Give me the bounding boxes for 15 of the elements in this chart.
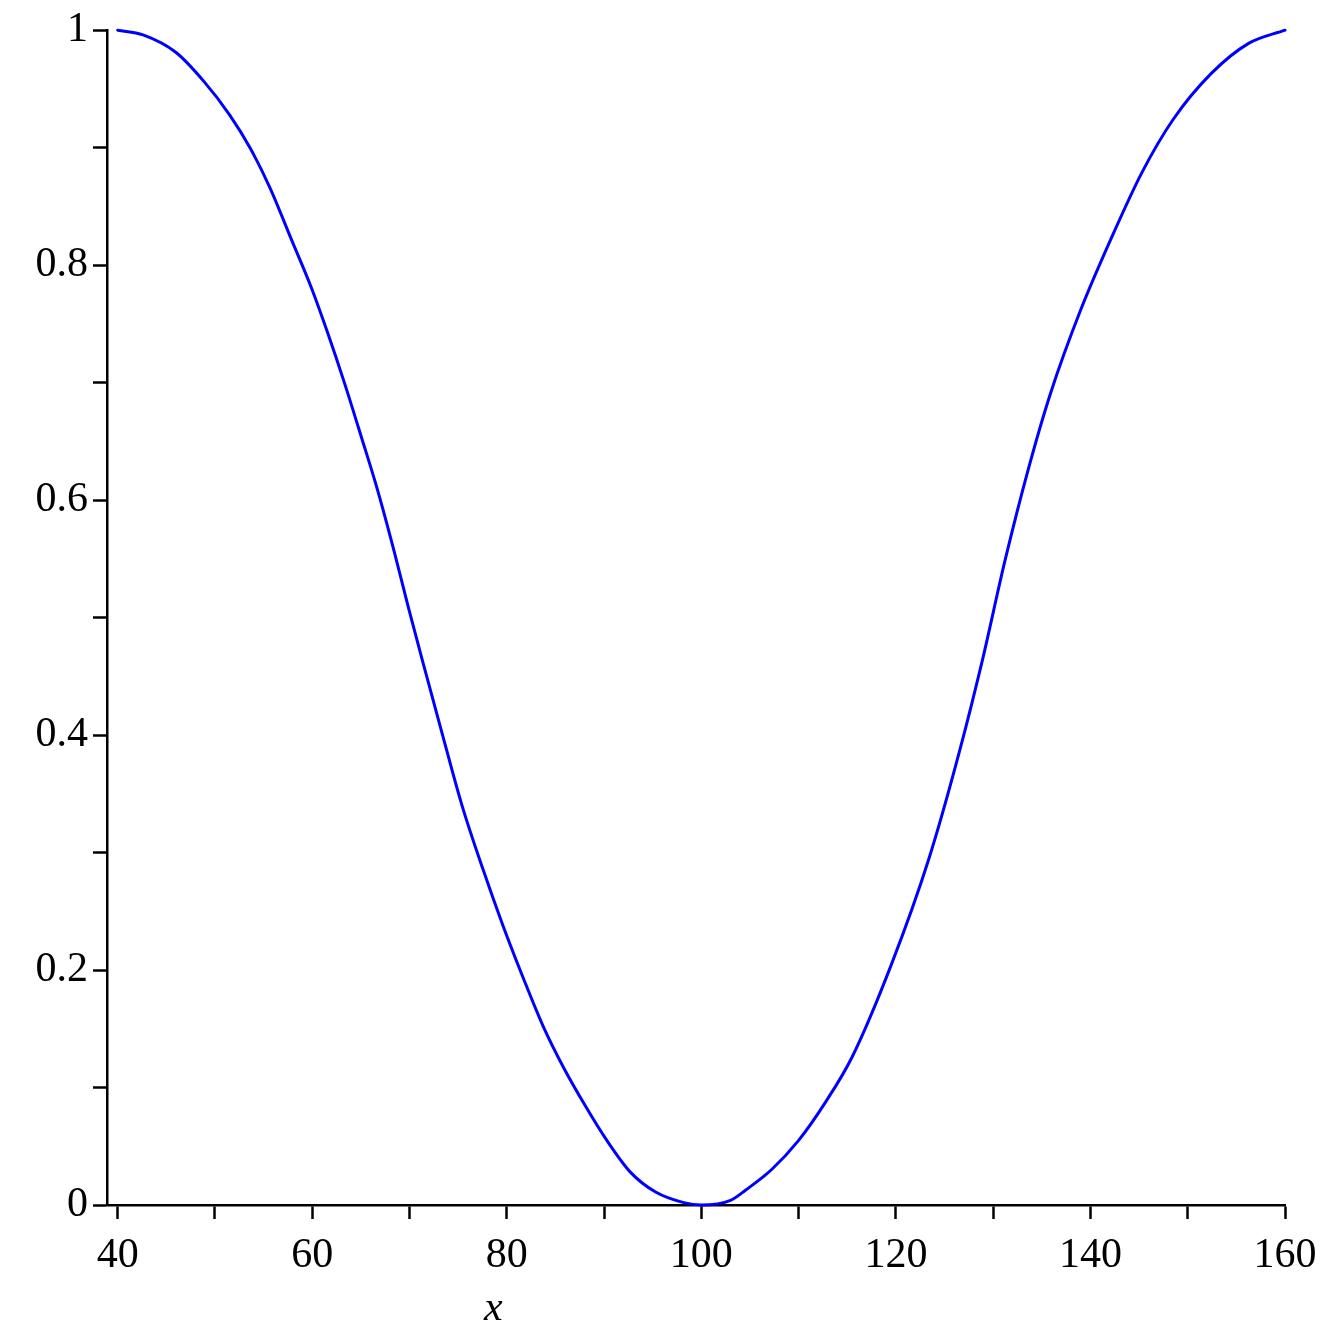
line-series bbox=[116, 28, 1287, 1207]
x-tick-label: 40 bbox=[96, 1230, 139, 1277]
y-tick-label: 1 bbox=[67, 4, 88, 51]
y-tick-label: 0.6 bbox=[35, 474, 88, 521]
y-tick-label: 0.4 bbox=[35, 709, 88, 756]
x-tick-label: 160 bbox=[1253, 1230, 1317, 1277]
y-tick-label: 0.2 bbox=[35, 944, 88, 991]
x-tick-label: 100 bbox=[669, 1230, 733, 1277]
x-axis-title: x bbox=[482, 1283, 503, 1330]
y-tick-label: 0.8 bbox=[35, 239, 88, 286]
x-tick-label: 140 bbox=[1058, 1230, 1122, 1277]
x-tick-label: 60 bbox=[291, 1230, 334, 1277]
x-tick-label: 80 bbox=[485, 1230, 528, 1277]
y-tick-label: 0 bbox=[67, 1179, 88, 1226]
x-tick-label: 120 bbox=[864, 1230, 928, 1277]
